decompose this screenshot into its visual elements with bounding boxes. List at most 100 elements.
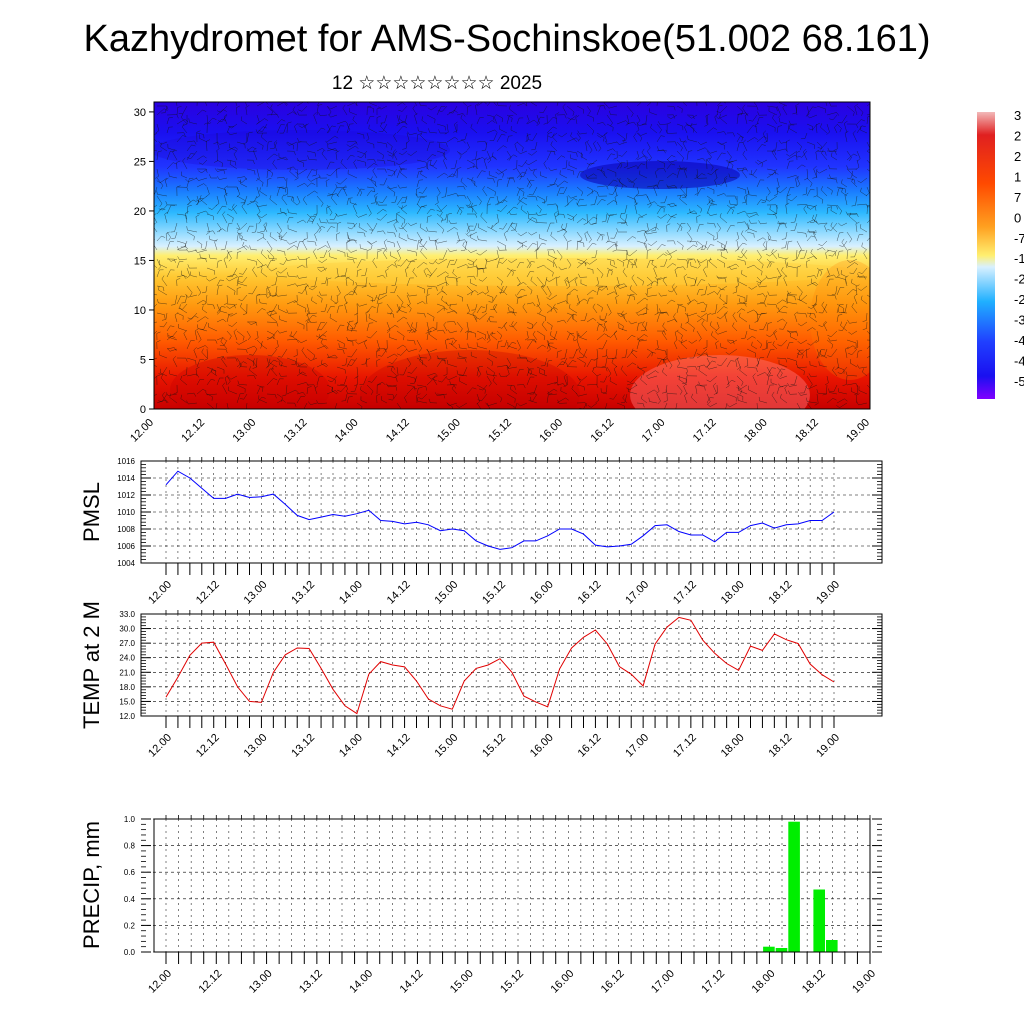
x-tick-label: 18.12	[800, 968, 828, 996]
cross-section-x-tick-label: 14.00	[333, 417, 361, 445]
cross-section-anomaly-6	[810, 260, 870, 380]
y-tick-label: 12.0	[119, 712, 135, 721]
colorbar-label: -4	[1014, 354, 1024, 369]
x-tick-label: 14.00	[337, 732, 365, 760]
colorbar-label: 0	[1014, 210, 1021, 225]
x-tick-label: 13.12	[289, 579, 317, 607]
precipitation-bar	[775, 948, 788, 952]
x-tick-label: 14.12	[385, 579, 413, 607]
cross-section-x-tick-label: 15.12	[486, 417, 514, 445]
cross-section-x-tick-label: 17.12	[691, 417, 719, 445]
pmsl-axes: 1004 1006 1008 1010 1012 1014 1016 12.00 12.12 13…	[117, 457, 882, 607]
x-tick-label: 14.00	[337, 579, 365, 607]
y-tick-label: 1.0	[124, 815, 136, 824]
colorbar-label: 7	[1014, 190, 1021, 205]
x-tick-label: 15.12	[480, 579, 508, 607]
cross-section-anomaly-5	[260, 258, 860, 286]
colorbar-label: 3	[1014, 108, 1021, 123]
cross-section-anomaly-1	[170, 355, 330, 409]
y-tick-label: 0.6	[124, 868, 136, 877]
x-tick-label: 12.12	[194, 732, 222, 760]
precipitation-axes: 0.0 0.2 0.4 0.6 0.8 1.0 12.00 12.12 13.00 13.12 14…	[124, 815, 882, 996]
temperature-panel: 12.0 15.0 18.0 21.0 24.0 27.0 30.0 33.0 12.00 12.…	[79, 601, 883, 760]
y-tick-label: 1016	[117, 457, 135, 466]
colorbar-label: -4	[1014, 333, 1024, 348]
y-tick-label: 27.0	[119, 639, 135, 648]
cross-section-y-axis: 0 5 10 15 20 25 30	[134, 107, 154, 416]
temperature-series-line	[165, 616, 835, 715]
x-tick-label: 12.12	[194, 579, 222, 607]
x-tick-label: 19.00	[814, 732, 842, 760]
temperature-axes: 12.0 15.0 18.0 21.0 24.0 27.0 30.0 33.0 12.00 12.…	[119, 610, 882, 760]
x-tick-label: 15.00	[448, 968, 476, 996]
colorbar-label: -3	[1014, 313, 1024, 328]
precipitation-bar	[813, 889, 825, 952]
pmsl-ylabel: PMSL	[79, 482, 104, 542]
y-tick-label: 1006	[117, 542, 135, 551]
x-tick-label: 16.00	[528, 579, 556, 607]
cross-section-x-tick-label: 15.00	[435, 417, 463, 445]
cross-section-field	[154, 102, 870, 409]
y-tick-label: 1004	[117, 559, 135, 568]
y-tick-label: 21.0	[119, 668, 135, 677]
precipitation-bar	[763, 946, 775, 952]
y-tick-label: 18.0	[119, 683, 135, 692]
x-tick-label: 19.00	[850, 968, 878, 996]
x-tick-label: 17.00	[623, 579, 651, 607]
y-tick-label: 33.0	[119, 610, 135, 619]
cross-section-x-tick-label: 18.12	[793, 417, 821, 445]
precipitation-frame	[153, 818, 871, 953]
cross-section-frame	[153, 101, 871, 410]
cross-section-y-tick-label: 15	[134, 255, 146, 267]
x-tick-label: 15.00	[432, 579, 460, 607]
colorbar-label: -7	[1014, 231, 1024, 246]
x-tick-label: 16.12	[599, 968, 627, 996]
x-tick-label: 13.00	[242, 732, 270, 760]
temperature-grid	[141, 613, 882, 717]
y-tick-label: 30.0	[119, 625, 135, 634]
cross-section-x-tick-label: 18.00	[742, 417, 770, 445]
y-tick-label: 1012	[117, 491, 135, 500]
cross-section-anomaly-4	[154, 130, 450, 170]
chart-title: Kazhydromet for AMS-Sochinskoe(51.002 68…	[83, 18, 931, 60]
y-tick-label: 0.8	[124, 842, 136, 851]
pmsl-grid	[141, 460, 882, 564]
x-tick-label: 13.00	[247, 968, 275, 996]
x-tick-label: 19.00	[814, 579, 842, 607]
cross-section-x-tick-label: 14.12	[384, 417, 412, 445]
x-tick-label: 18.00	[750, 968, 778, 996]
cross-section-x-tick-label: 16.00	[537, 417, 565, 445]
cross-section-anomaly-2	[360, 350, 580, 409]
temperature-frame	[140, 613, 883, 717]
precipitation-bars	[763, 821, 838, 952]
x-tick-label: 18.12	[766, 732, 794, 760]
precipitation-grid	[141, 818, 882, 953]
precipitation-ylabel: PRECIP, mm	[79, 821, 104, 949]
cross-section-x-axis: 12.00 12.12 13.00 13.12 14.00 14.12 15.00 15.12…	[128, 417, 872, 445]
x-tick-label: 15.00	[432, 732, 460, 760]
cross-section-y-tick-label: 30	[134, 107, 146, 119]
y-tick-label: 0.2	[124, 921, 136, 930]
cross-section-y-tick-label: 0	[140, 404, 146, 416]
x-tick-label: 13.12	[289, 732, 317, 760]
colorbar-label: 2	[1014, 149, 1021, 164]
cross-section-y-tick-label: 5	[140, 354, 146, 366]
temperature-ylabel: TEMP at 2 M	[79, 601, 104, 729]
colorbar-label: 1	[1014, 169, 1021, 184]
x-tick-label: 14.12	[385, 732, 413, 760]
y-tick-label: 1010	[117, 508, 135, 517]
pmsl-series-line	[165, 470, 835, 550]
x-tick-label: 17.00	[649, 968, 677, 996]
x-tick-label: 16.12	[576, 579, 604, 607]
cross-section-x-tick-label: 13.00	[230, 417, 258, 445]
cross-section-x-tick-label: 17.00	[640, 417, 668, 445]
x-tick-label: 17.12	[699, 968, 727, 996]
x-tick-label: 12.00	[146, 579, 174, 607]
x-tick-label: 12.00	[146, 968, 174, 996]
cross-section-x-tick-label: 19.00	[844, 417, 872, 445]
x-tick-label: 13.12	[297, 968, 325, 996]
colorbar-label: -5	[1014, 374, 1024, 389]
x-tick-label: 15.12	[498, 968, 526, 996]
chart-subtitle: 12 ☆☆☆☆☆☆☆☆ 2025	[331, 73, 543, 94]
